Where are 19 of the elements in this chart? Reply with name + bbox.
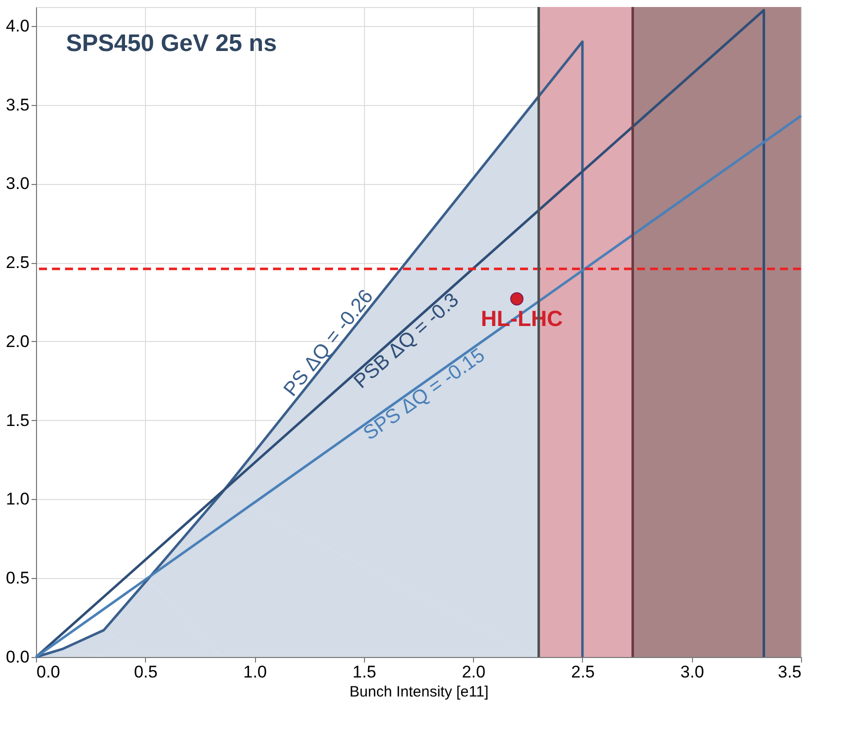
x-tick-label: 0.0 [36, 662, 60, 682]
x-tick-label: 0.5 [134, 662, 158, 682]
y-tick-label: 0.5 [6, 568, 30, 588]
y-tick-label: 1.5 [6, 410, 30, 430]
text: SPS450 GeV 25 ns [66, 30, 277, 57]
x-tick-label: 1.5 [352, 662, 376, 682]
y-tick-label: 2.0 [6, 332, 30, 351]
x-tick-label: 2.5 [571, 662, 595, 682]
y-tick-label: 0.0 [6, 648, 30, 666]
x-tick-label: 3.5 [778, 662, 802, 682]
x-tick-label: 2.0 [462, 662, 486, 682]
y-tick-label: 1.0 [6, 490, 30, 509]
y-tick-label: 3.0 [6, 174, 30, 194]
x-tick-label: 3.0 [680, 662, 704, 682]
y-tick-label: 3.5 [6, 95, 30, 114]
y-tick-label: 2.5 [6, 253, 30, 272]
x-tick-label: 1.0 [243, 662, 267, 682]
x-axis-title: Bunch Intensity [e11] [350, 684, 488, 700]
y-tick-label: 4.0 [6, 16, 30, 36]
